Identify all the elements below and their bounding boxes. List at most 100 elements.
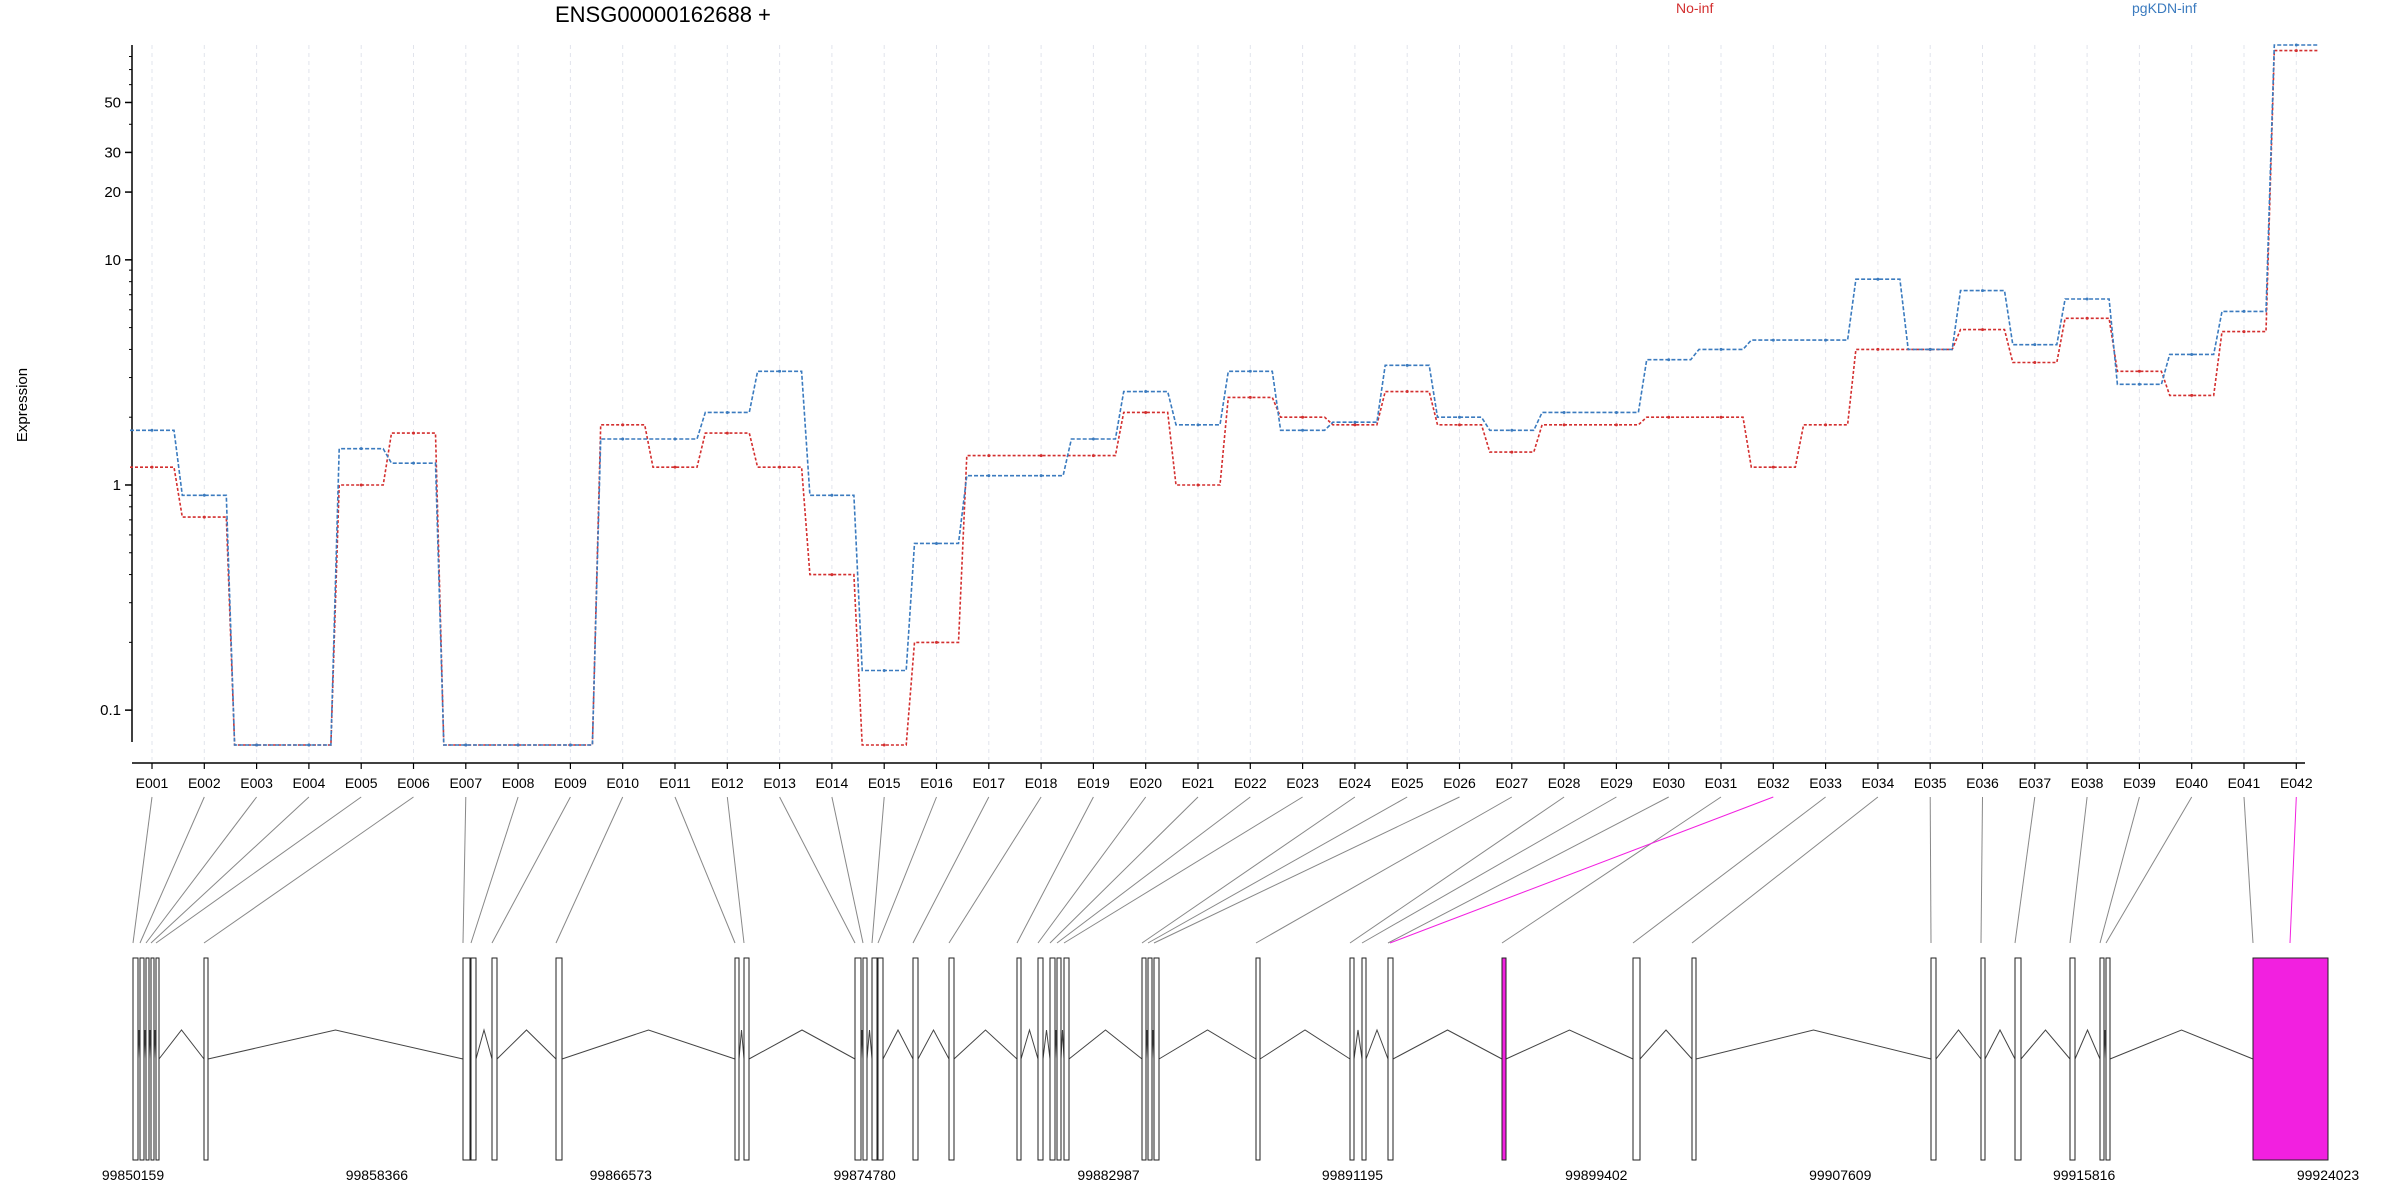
series-point xyxy=(2190,393,2194,397)
y-tick-label: 50 xyxy=(104,94,121,111)
series-point xyxy=(1144,410,1148,414)
series-point xyxy=(568,743,572,747)
series-point xyxy=(1876,277,1880,281)
exon xyxy=(912,957,919,1161)
exon xyxy=(555,957,563,1161)
series-point xyxy=(2033,360,2037,364)
exon xyxy=(1632,957,1641,1161)
series-point xyxy=(1405,390,1409,394)
series-point xyxy=(1667,415,1671,419)
series-point xyxy=(1510,450,1514,454)
intron-line xyxy=(1353,1029,1363,1060)
exon xyxy=(462,957,471,1161)
series-point xyxy=(2085,316,2089,320)
x-tick-label: E002 xyxy=(188,775,221,791)
x-tick-label: E006 xyxy=(397,775,430,791)
y-tick-label: 0.1 xyxy=(100,702,121,719)
series-point xyxy=(1091,454,1095,458)
connector xyxy=(1141,796,1356,944)
connector xyxy=(1361,796,1617,944)
connector xyxy=(155,796,362,944)
exon xyxy=(1141,957,1147,1161)
intron-line xyxy=(1158,1029,1257,1060)
series-point xyxy=(1301,428,1305,432)
series-point xyxy=(1614,423,1618,427)
x-tick-label: E023 xyxy=(1286,775,1319,791)
exon xyxy=(1016,957,1022,1161)
chart-title: ENSG00000162688 + xyxy=(555,2,771,27)
connector-highlighted xyxy=(1389,796,1774,944)
connector xyxy=(1056,796,1251,944)
intron-line xyxy=(207,1029,464,1060)
series-point xyxy=(2294,43,2298,47)
series-point xyxy=(1039,474,1043,478)
series-point xyxy=(150,465,154,469)
intron-line xyxy=(475,1028,493,1060)
connector xyxy=(145,796,257,944)
series-point xyxy=(882,668,886,672)
x-tick-label: E009 xyxy=(554,775,587,791)
series-point xyxy=(725,410,729,414)
series-point xyxy=(1353,420,1357,424)
gene-model xyxy=(132,957,2329,1161)
x-tick-label: E013 xyxy=(763,775,796,791)
series-point xyxy=(1771,465,1775,469)
genomic-coordinate-label: 99850159 xyxy=(102,1167,165,1183)
exon xyxy=(1387,957,1394,1161)
connector xyxy=(674,796,736,944)
connector xyxy=(779,796,856,944)
series-point xyxy=(2190,352,2194,356)
connector xyxy=(2243,796,2254,944)
intron-line xyxy=(748,1029,856,1060)
series-point xyxy=(307,743,311,747)
series-line-1 xyxy=(130,44,2319,746)
connector xyxy=(2069,796,2088,944)
series-point xyxy=(516,743,520,747)
intron-line xyxy=(1042,1029,1051,1060)
y-tick-label: 10 xyxy=(104,252,121,269)
genomic-coordinate-label: 99882987 xyxy=(1077,1167,1140,1183)
exon xyxy=(734,957,740,1161)
series-point xyxy=(1248,369,1252,373)
x-tick-label: E042 xyxy=(2280,775,2313,791)
series-point xyxy=(1562,410,1566,414)
exon xyxy=(2099,957,2105,1161)
series-point xyxy=(1510,428,1514,432)
series-point xyxy=(359,447,363,451)
series-point xyxy=(1405,363,1409,367)
series-point xyxy=(1719,347,1723,351)
series-point xyxy=(1876,347,1880,351)
connector xyxy=(1691,796,1879,944)
x-tick-label: E041 xyxy=(2228,775,2261,791)
connector xyxy=(1049,796,1199,944)
exon xyxy=(854,957,862,1161)
series-point xyxy=(1771,338,1775,342)
legend-pgkdn-inf: pgKDN-inf xyxy=(2132,0,2197,16)
x-tick-label: E004 xyxy=(293,775,326,791)
connector-highlighted xyxy=(2289,796,2297,944)
x-tick-label: E024 xyxy=(1339,775,1372,791)
x-tick-label: E011 xyxy=(659,775,691,791)
x-tick-label: E017 xyxy=(972,775,1005,791)
y-tick-label: 1 xyxy=(113,477,121,494)
x-tick-label: E027 xyxy=(1495,775,1528,791)
exon xyxy=(1980,957,1986,1161)
exon xyxy=(1153,957,1160,1161)
exon xyxy=(139,957,145,1161)
intron-line xyxy=(561,1029,736,1060)
exon xyxy=(1056,957,1062,1161)
intron-line xyxy=(496,1029,557,1060)
connector xyxy=(948,796,1042,944)
exon xyxy=(862,957,868,1161)
series-point xyxy=(1981,328,1984,332)
series-point xyxy=(1928,347,1932,351)
exon xyxy=(491,957,498,1161)
exon xyxy=(743,957,750,1161)
x-tick-label: E003 xyxy=(240,775,273,791)
connector xyxy=(491,796,571,944)
series-point xyxy=(412,431,415,435)
series-point xyxy=(1458,415,1461,419)
exon-highlighted xyxy=(1501,957,1507,1161)
intron-line xyxy=(917,1028,950,1060)
